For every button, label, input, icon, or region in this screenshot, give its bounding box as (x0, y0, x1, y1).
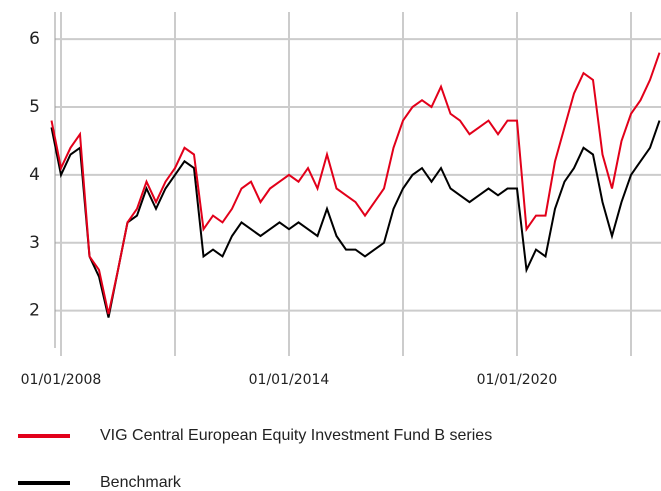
x-tick-label: 01/01/2014 (249, 372, 330, 388)
y-tick-label: 5 (29, 97, 40, 117)
y-tick-label: 2 (29, 301, 40, 321)
x-tick-label: 01/01/2008 (21, 372, 102, 388)
y-tick-label: 4 (29, 165, 40, 185)
legend-label: VIG Central European Equity Investment F… (100, 427, 492, 444)
series-line (50, 52, 661, 315)
y-tick-label: 6 (29, 29, 40, 49)
legend-label: Benchmark (100, 474, 182, 491)
x-tick-label: 01/01/2020 (477, 372, 558, 388)
series-line (50, 120, 661, 318)
y-tick-label: 3 (29, 233, 40, 253)
